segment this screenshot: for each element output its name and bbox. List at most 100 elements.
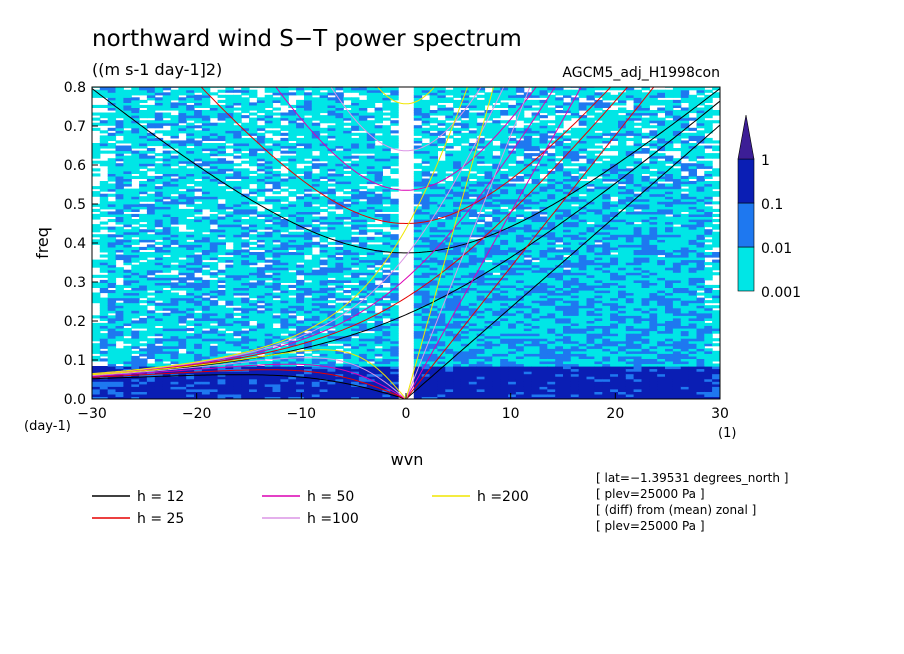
power-cell: [280, 363, 289, 367]
power-cell: [296, 350, 305, 354]
power-cell: [358, 89, 368, 93]
power-cell: [429, 181, 438, 185]
power-cell: [437, 295, 446, 299]
power-cell: [92, 160, 101, 164]
power-cell: [311, 287, 321, 291]
power-cell: [327, 168, 336, 172]
power-cell: [445, 211, 454, 215]
power-cell: [194, 117, 203, 121]
power-cell: [146, 343, 156, 347]
power-cell: [288, 110, 297, 114]
power-cell: [468, 396, 478, 399]
power-cell: [351, 315, 360, 319]
power-cell: [460, 87, 470, 91]
power-cell: [186, 153, 195, 157]
power-cell: [468, 201, 478, 205]
power-cell: [209, 345, 219, 349]
power-cell: [296, 102, 305, 106]
power-cell: [374, 348, 383, 352]
power-cell: [453, 236, 462, 240]
power-cell: [139, 145, 148, 149]
power-cell: [429, 353, 438, 357]
power-cell: [311, 224, 321, 228]
power-cell: [296, 391, 305, 395]
power-cell: [123, 307, 132, 311]
power-cell: [201, 393, 211, 397]
power-cell: [413, 378, 423, 382]
power-cell: [311, 148, 321, 152]
power-cell: [194, 158, 203, 162]
power-cell: [429, 206, 438, 210]
power-cell: [178, 211, 187, 215]
power-cell: [194, 153, 203, 157]
power-cell: [241, 175, 250, 179]
power-cell: [280, 391, 289, 395]
power-cell: [170, 143, 179, 147]
power-cell: [327, 112, 336, 116]
power-cell: [343, 112, 352, 116]
power-cell: [429, 386, 438, 390]
power-cell: [366, 160, 376, 164]
power-cell: [390, 355, 399, 359]
power-cell: [241, 231, 250, 235]
power-cell: [429, 137, 438, 141]
power-cell: [115, 234, 124, 238]
power-cell: [107, 104, 117, 108]
power-cell: [249, 358, 258, 362]
power-cell: [170, 295, 179, 299]
power-cell: [272, 315, 281, 319]
power-cell: [201, 338, 211, 342]
power-cell: [139, 143, 148, 147]
power-cell: [256, 388, 266, 392]
power-cell: [201, 330, 211, 334]
power-cell: [217, 160, 226, 164]
power-cell: [107, 175, 117, 179]
power-cell: [445, 254, 454, 258]
power-cell: [351, 216, 360, 220]
power-cell: [92, 381, 101, 385]
power-cell: [358, 208, 368, 212]
power-cell: [186, 378, 195, 382]
power-cell: [445, 368, 454, 372]
power-cell: [249, 350, 258, 354]
power-cell: [358, 355, 368, 359]
power-cell: [304, 290, 313, 294]
power-cell: [162, 229, 172, 233]
power-cell: [92, 148, 101, 152]
power-cell: [99, 381, 109, 385]
power-cell: [146, 348, 156, 352]
power-cell: [194, 132, 203, 136]
power-cell: [209, 279, 219, 283]
power-cell: [201, 366, 211, 370]
power-cell: [343, 371, 352, 375]
power-cell: [304, 383, 313, 387]
power-cell: [233, 102, 242, 106]
power-cell: [194, 297, 203, 301]
power-cell: [358, 262, 368, 266]
power-cell: [304, 110, 313, 114]
power-cell: [460, 94, 470, 98]
power-cell: [453, 226, 462, 230]
power-cell: [209, 312, 219, 316]
power-cell: [92, 388, 101, 392]
power-cell: [327, 173, 336, 177]
power-cell: [437, 358, 446, 362]
power-cell: [162, 99, 172, 103]
power-cell: [241, 208, 250, 212]
power-cell: [358, 368, 368, 372]
power-cell: [249, 330, 258, 334]
power-cell: [178, 269, 187, 273]
power-cell: [421, 295, 431, 299]
power-cell: [288, 165, 297, 169]
power-cell: [99, 234, 109, 238]
power-cell: [366, 92, 376, 96]
power-cell: [92, 391, 101, 395]
power-cell: [421, 373, 431, 377]
power-cell: [343, 388, 352, 392]
power-cell: [264, 201, 274, 205]
power-cell: [201, 272, 211, 276]
power-cell: [178, 279, 187, 283]
power-cell: [296, 383, 305, 387]
power-cell: [186, 148, 195, 152]
power-cell: [217, 307, 226, 311]
